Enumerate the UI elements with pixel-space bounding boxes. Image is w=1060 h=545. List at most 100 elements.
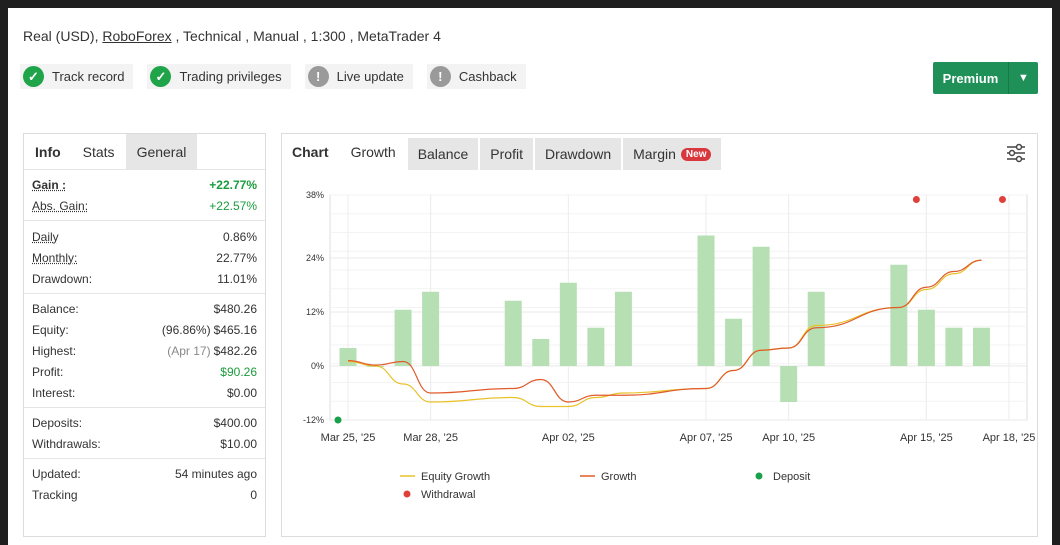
series-line-growth — [347, 259, 982, 403]
growth-bar — [697, 235, 715, 366]
badge-label: Live update — [336, 69, 404, 84]
growth-bar — [504, 300, 522, 366]
tab-profit[interactable]: Profit — [480, 138, 533, 170]
stat-value: $400.00 — [213, 415, 257, 430]
growth-bar — [890, 264, 908, 366]
legend[interactable]: Equity Growth Growth Deposit Withdrawal — [400, 471, 810, 501]
stat-value: 0 — [250, 487, 257, 502]
tab-info[interactable]: Info — [24, 134, 72, 169]
stat-value: 11.01% — [217, 271, 257, 286]
update-group: Updated: 54 minutes ago Tracking 0 — [24, 459, 265, 505]
stat-value: (96.86%) $465.16 — [162, 323, 257, 337]
rate-group: Daily 0.86% Monthly: 22.77% Drawdown: 11… — [24, 221, 265, 294]
stat-row-abs-gain: Abs. Gain: +22.57% — [32, 195, 257, 216]
tab-margin[interactable]: Margin New — [623, 138, 722, 170]
account-details: , Technical , Manual , 1:300 , MetaTrade… — [175, 28, 441, 44]
stat-label: Profit: — [32, 364, 64, 379]
legend-swatch — [403, 490, 411, 498]
stat-label[interactable]: Daily — [32, 229, 59, 244]
points — [334, 196, 1006, 424]
stat-row-monthly: Monthly: 22.77% — [32, 247, 257, 268]
chart-tabs-title: Chart — [282, 134, 339, 170]
badge-trading-privileges[interactable]: ✓ Trading privileges — [147, 64, 291, 89]
stat-row-daily: Daily 0.86% — [32, 226, 257, 247]
stats-tabs: Info Stats General — [24, 134, 265, 170]
y-tick-label: 0% — [311, 361, 324, 371]
stat-row-profit: Profit: $90.26 — [32, 361, 257, 382]
x-tick-label: Apr 02, '25 — [542, 432, 595, 444]
x-tick-label: Mar 28, '25 — [403, 432, 458, 444]
stats-panel: Info Stats General Gain : +22.77% Abs. G… — [23, 133, 266, 537]
tab-stats[interactable]: Stats — [71, 134, 126, 169]
stat-value: $0.00 — [226, 385, 257, 400]
premium-button[interactable]: Premium ▼ — [933, 62, 1038, 94]
stat-label: Withdrawals: — [32, 436, 101, 451]
tab-general[interactable]: General — [125, 134, 198, 169]
broker-link[interactable]: RoboForex — [102, 28, 172, 44]
deposit-group: Deposits: $400.00 Withdrawals: $10.00 — [24, 408, 265, 459]
stat-row-deposits: Deposits: $400.00 — [32, 412, 257, 433]
stat-row-equity: Equity: (96.86%) $465.16 — [32, 319, 257, 340]
legend-label: Deposit — [773, 471, 810, 483]
stat-label: Tracking — [32, 487, 78, 502]
stat-label: Balance: — [32, 301, 79, 316]
stat-value: $10.00 — [220, 436, 257, 451]
growth-bar — [587, 327, 605, 366]
stat-value: 0.86% — [222, 229, 257, 244]
y-tick-label: 38% — [306, 190, 324, 200]
tab-margin-label: Margin — [633, 146, 676, 162]
new-badge: New — [680, 147, 712, 161]
stat-label: Interest: — [32, 385, 76, 400]
stat-row-tracking: Tracking 0 — [32, 484, 257, 505]
balance-group: Balance: $480.26 Equity: (96.86%) $465.16… — [24, 294, 265, 408]
stat-value: $90.26 — [220, 364, 257, 379]
highest-amount: $482.26 — [213, 343, 257, 358]
check-icon: ✓ — [150, 66, 172, 87]
withdrawal-point — [998, 196, 1006, 203]
stat-row-drawdown: Drawdown: 11.01% — [32, 268, 257, 289]
sliders-icon[interactable] — [1005, 142, 1027, 164]
growth-bar — [394, 309, 412, 366]
stat-label: Drawdown: — [32, 271, 93, 286]
check-icon: ✓ — [23, 66, 44, 87]
stat-value: 22.77% — [216, 250, 257, 265]
chevron-down-icon[interactable]: ▼ — [1008, 62, 1038, 94]
growth-bar — [559, 282, 577, 366]
badge-label: Track record — [52, 69, 125, 84]
stat-row-highest: Highest: (Apr 17) $482.26 — [32, 340, 257, 361]
legend-label: Equity Growth — [421, 471, 490, 483]
growth-bar — [972, 327, 990, 366]
growth-bar — [752, 246, 770, 366]
lines — [347, 259, 982, 408]
stat-label[interactable]: Abs. Gain: — [32, 198, 89, 213]
stat-label[interactable]: Gain : — [32, 177, 67, 192]
highest-date: (Apr 17) — [167, 343, 211, 358]
stat-value: 54 minutes ago — [174, 466, 257, 481]
stat-row-gain: Gain : +22.77% — [32, 174, 257, 195]
tab-drawdown[interactable]: Drawdown — [534, 138, 622, 170]
stat-row-balance: Balance: $480.26 — [32, 298, 257, 319]
badge-cashback[interactable]: ! Cashback — [426, 64, 526, 89]
stat-row-interest: Interest: $0.00 — [32, 382, 257, 403]
stat-label: Highest: — [32, 343, 77, 358]
stat-label: Updated: — [32, 466, 81, 481]
x-tick-label: Apr 15, '25 — [900, 432, 953, 444]
growth-bar — [807, 291, 825, 366]
premium-label[interactable]: Premium — [942, 70, 999, 86]
tab-growth[interactable]: Growth — [340, 134, 406, 170]
tab-balance[interactable]: Balance — [407, 138, 479, 170]
x-tick-label: Apr 18, '25 — [983, 432, 1036, 444]
y-tick-label: -12% — [303, 415, 324, 425]
badge-live-update[interactable]: ! Live update — [304, 64, 413, 89]
exclamation-icon: ! — [307, 66, 329, 87]
stat-value: $480.26 — [213, 301, 257, 316]
growth-bar — [725, 318, 743, 366]
verification-badges: ✓ Track record ✓ Trading privileges ! Li… — [20, 64, 526, 89]
account-type: Real (USD), — [23, 28, 99, 44]
withdrawal-point — [912, 196, 920, 203]
grid — [329, 194, 1028, 421]
badge-track-record[interactable]: ✓ Track record — [20, 64, 134, 89]
stat-label[interactable]: Monthly: — [32, 250, 78, 265]
y-tick-label: 24% — [306, 253, 324, 263]
x-tick-label: Apr 10, '25 — [762, 432, 815, 444]
